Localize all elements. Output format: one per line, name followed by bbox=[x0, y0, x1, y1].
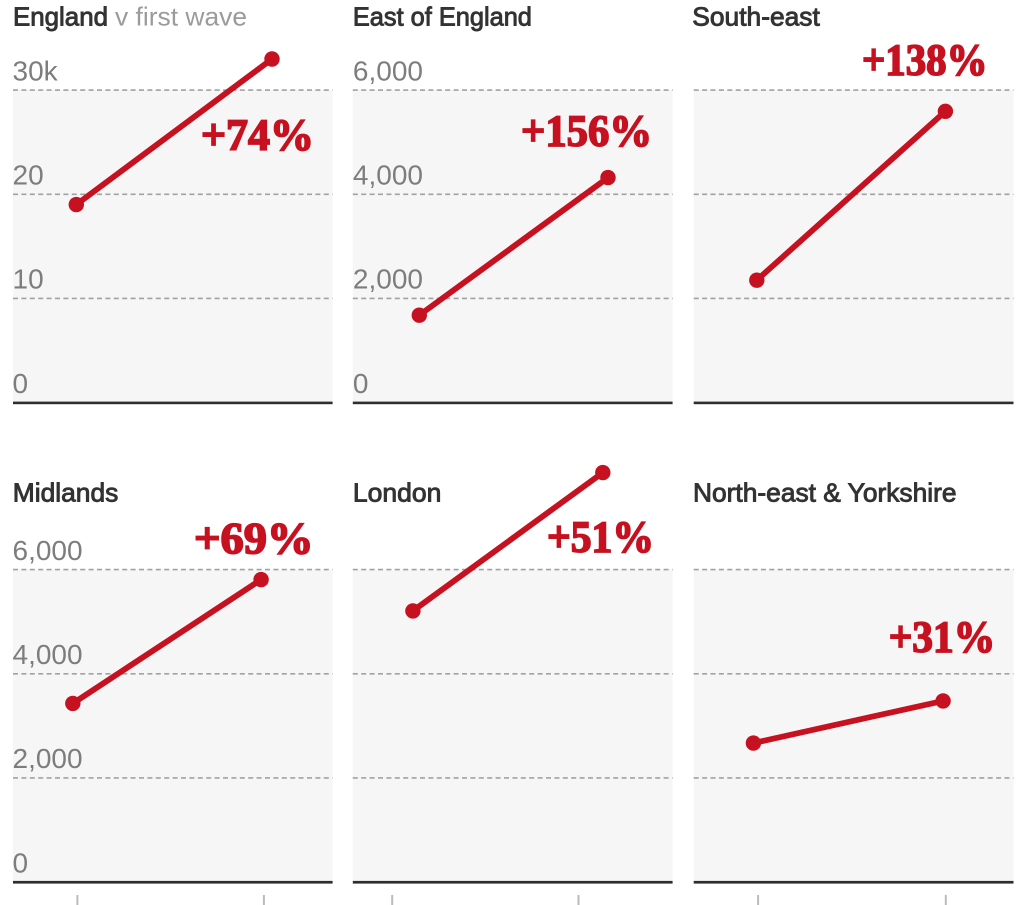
svg-text:+138%: +138% bbox=[862, 36, 988, 85]
svg-text:North-east & Yorkshire: North-east & Yorkshire bbox=[693, 478, 957, 508]
svg-text:0: 0 bbox=[13, 368, 29, 399]
svg-text:2,000: 2,000 bbox=[13, 743, 83, 774]
svg-text:0: 0 bbox=[353, 368, 369, 399]
svg-text:4,000: 4,000 bbox=[353, 160, 423, 191]
svg-text:Midlands: Midlands bbox=[13, 478, 119, 508]
svg-text:+156%: +156% bbox=[521, 107, 652, 156]
svg-text:v first wave: v first wave bbox=[115, 2, 247, 32]
svg-text:6,000: 6,000 bbox=[13, 535, 83, 566]
svg-text:2,000: 2,000 bbox=[353, 264, 423, 295]
svg-text:South-east: South-east bbox=[692, 2, 820, 32]
svg-text:0: 0 bbox=[13, 847, 29, 878]
svg-text:4,000: 4,000 bbox=[13, 639, 83, 670]
svg-text:England: England bbox=[13, 2, 108, 32]
svg-text:+69%: +69% bbox=[194, 514, 314, 563]
svg-text:30k: 30k bbox=[13, 55, 59, 86]
svg-text:+51%: +51% bbox=[547, 513, 654, 562]
svg-text:6,000: 6,000 bbox=[353, 55, 423, 86]
svg-text:20: 20 bbox=[13, 160, 44, 191]
svg-text:+74%: +74% bbox=[201, 111, 314, 160]
svg-text:East of England: East of England bbox=[353, 2, 532, 32]
svg-text:10: 10 bbox=[13, 264, 44, 295]
svg-text:+31%: +31% bbox=[889, 613, 996, 662]
svg-text:London: London bbox=[353, 478, 442, 508]
